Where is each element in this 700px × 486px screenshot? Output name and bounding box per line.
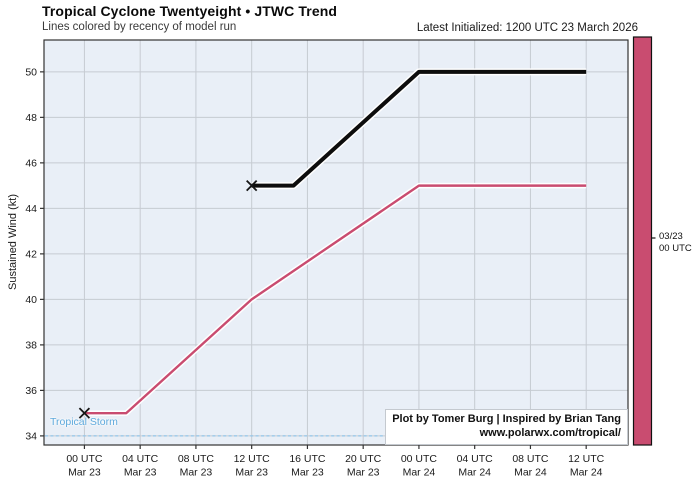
init-marker-x <box>78 407 91 419</box>
init-marker-x <box>246 179 258 192</box>
forecast-line-1 <box>251 69 587 188</box>
y-tick-label: 44 <box>25 203 37 215</box>
page-title: Tropical Cyclone Twentyeight • JTWC Tren… <box>42 3 338 19</box>
x-tick-label: 08 UTC Mar 23 <box>178 453 215 479</box>
colorbar-tick-label: 03/23 00 UTC <box>659 231 692 254</box>
axes-border <box>43 39 629 446</box>
y-tick-label: 42 <box>25 248 37 260</box>
x-tick-label: 00 UTC Mar 23 <box>66 453 103 479</box>
x-tick-label: 04 UTC Mar 24 <box>457 453 494 479</box>
x-tick-label: 12 UTC Mar 23 <box>234 453 271 479</box>
credit-line-2: www.polarwx.com/tropical/ <box>479 426 621 439</box>
tropical-storm-threshold-label: Tropical Storm <box>50 416 118 428</box>
x-tick-label: 04 UTC Mar 23 <box>122 453 159 479</box>
forecast-line-0 <box>84 184 587 415</box>
y-axis-label: Sustained Wind (kt) <box>7 194 19 290</box>
latest-initialized-text: Latest Initialized: 1200 UTC 23 March 20… <box>416 22 638 34</box>
y-tick-label: 36 <box>25 385 37 397</box>
y-tick-label: 48 <box>25 112 37 124</box>
y-tick-label: 34 <box>25 430 37 442</box>
y-tick-label: 38 <box>25 339 37 351</box>
y-tick-label: 40 <box>25 294 37 306</box>
credit-box: Plot by Tomer Burg | Inspired by Brian T… <box>385 409 628 445</box>
chart-subtitle: Lines colored by recency of model run <box>42 21 237 33</box>
x-tick-label: 00 UTC Mar 24 <box>401 453 438 479</box>
recency-colorbar <box>632 36 653 446</box>
y-tick-label: 46 <box>25 157 37 169</box>
x-tick-label: 20 UTC Mar 23 <box>345 453 382 479</box>
x-tick-label: 16 UTC Mar 23 <box>289 453 326 479</box>
x-tick-label: 12 UTC Mar 24 <box>568 453 605 479</box>
y-tick-label: 50 <box>25 66 37 78</box>
x-tick-label: 08 UTC Mar 24 <box>512 453 549 479</box>
credit-line-1: Plot by Tomer Burg | Inspired by Brian T… <box>392 413 621 425</box>
